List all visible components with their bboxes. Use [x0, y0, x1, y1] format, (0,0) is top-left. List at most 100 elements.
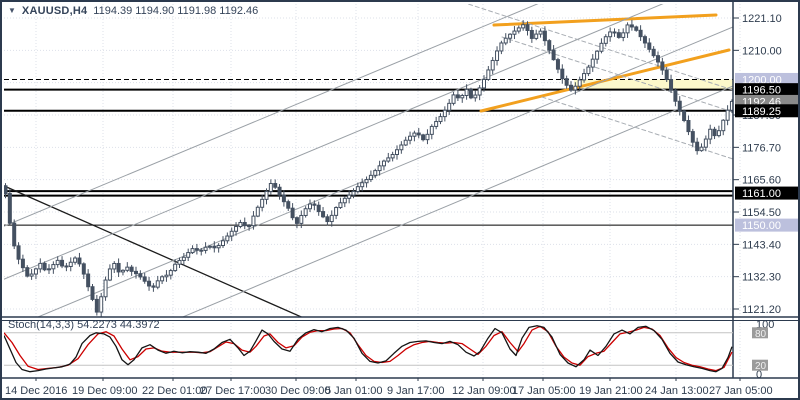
candle	[142, 273, 147, 284]
candle	[482, 75, 486, 92]
candle	[12, 219, 17, 250]
candle	[342, 196, 347, 208]
candle	[73, 256, 78, 265]
candle	[634, 25, 639, 32]
candle	[542, 26, 547, 46]
chart-title-ohlc-values: 1194.39 1194.90 1191.98 1192.46	[93, 5, 259, 17]
candle	[7, 189, 12, 226]
candle	[455, 90, 460, 102]
stoch-level-badge-80: 80	[752, 327, 768, 340]
ascending-channel-1[interactable]	[2, 2, 542, 227]
candle	[25, 265, 30, 278]
time-tick-label: 27 Dec 17:00	[200, 385, 265, 397]
candle	[395, 145, 399, 160]
candle	[721, 119, 726, 136]
candle	[690, 128, 695, 148]
price-level-label-text: 1150.00	[742, 220, 781, 232]
candle	[538, 28, 543, 38]
candle	[138, 270, 143, 280]
candle	[238, 219, 243, 229]
horizontal-levels	[4, 78, 733, 226]
candle	[86, 269, 91, 292]
candle	[621, 28, 626, 42]
candle	[38, 258, 43, 273]
candle	[425, 129, 430, 145]
candle	[573, 82, 578, 95]
candle	[616, 28, 621, 39]
ascending-channel-2[interactable]	[2, 2, 667, 280]
candle	[377, 160, 382, 176]
candle	[429, 124, 434, 140]
chart-title-symbol: XAUUSD,H4	[21, 5, 88, 17]
time-tick-label: 24 Jan 13:00	[645, 385, 709, 397]
candle	[612, 28, 617, 37]
candle	[60, 256, 65, 269]
svg-text:20: 20	[755, 361, 767, 372]
candle	[225, 232, 230, 244]
candle	[325, 214, 330, 226]
candle	[260, 194, 265, 212]
candle	[268, 179, 273, 195]
candle	[190, 245, 195, 254]
candle	[308, 199, 312, 212]
candle	[207, 245, 212, 250]
candle	[120, 269, 125, 276]
grid	[4, 4, 741, 378]
candle	[695, 137, 700, 155]
price-level-label-text: 1196.50	[742, 85, 781, 97]
collapse-triangle-icon[interactable]: ▼	[8, 6, 16, 15]
candle	[316, 201, 321, 216]
descending-dashed-2[interactable]	[501, 36, 733, 113]
price-level-label-1161.00: 1161.00	[735, 186, 798, 200]
price-tick-label: 1210.00	[742, 45, 782, 57]
candle	[686, 115, 691, 136]
wedge-top-orange[interactable]	[492, 13, 718, 27]
candle	[669, 74, 674, 94]
candle	[255, 205, 260, 218]
candle	[294, 216, 299, 229]
candle	[94, 295, 99, 316]
candle	[473, 90, 478, 102]
time-tick-label: 12 Jan 09:00	[452, 385, 516, 397]
candle	[547, 39, 552, 55]
time-tick-label: 30 Dec 09:00	[265, 385, 330, 397]
candle	[712, 126, 717, 140]
descending-black[interactable]	[2, 185, 315, 323]
price-axis[interactable]: 1221.101210.001187.801176.701165.601154.…	[733, 13, 800, 316]
stoch-scale-0: 0	[756, 369, 762, 381]
price-tick-label: 1176.70	[742, 142, 781, 154]
candle	[386, 152, 391, 163]
time-tick-label: 27 Jan 05:00	[709, 385, 773, 397]
candle	[203, 242, 208, 254]
candle	[77, 252, 82, 267]
candle	[4, 183, 8, 199]
candle	[234, 222, 239, 236]
time-tick-label: 19 Dec 09:00	[72, 385, 137, 397]
svg-text:80: 80	[755, 329, 767, 340]
descending-dashed-3[interactable]	[541, 96, 733, 160]
candle	[173, 259, 178, 272]
candle	[703, 135, 708, 152]
candle	[199, 248, 204, 256]
descending-dashed-1[interactable]	[462, 2, 733, 91]
candle	[673, 88, 678, 107]
candle	[33, 267, 38, 280]
time-tick-label: 5 Jan 01:00	[325, 385, 383, 397]
price-level-label-1150.00: 1150.00	[735, 218, 798, 232]
candle	[29, 269, 34, 280]
pane-borders	[2, 2, 798, 379]
candle	[586, 65, 591, 77]
candle	[221, 236, 225, 248]
trendlines	[2, 2, 733, 323]
candle	[508, 33, 513, 43]
candle	[194, 243, 199, 255]
candle	[20, 254, 25, 272]
candle	[651, 46, 656, 58]
candle	[334, 206, 339, 220]
candle	[103, 276, 108, 301]
candle	[42, 261, 47, 272]
candle	[155, 275, 160, 290]
candle	[477, 85, 482, 101]
